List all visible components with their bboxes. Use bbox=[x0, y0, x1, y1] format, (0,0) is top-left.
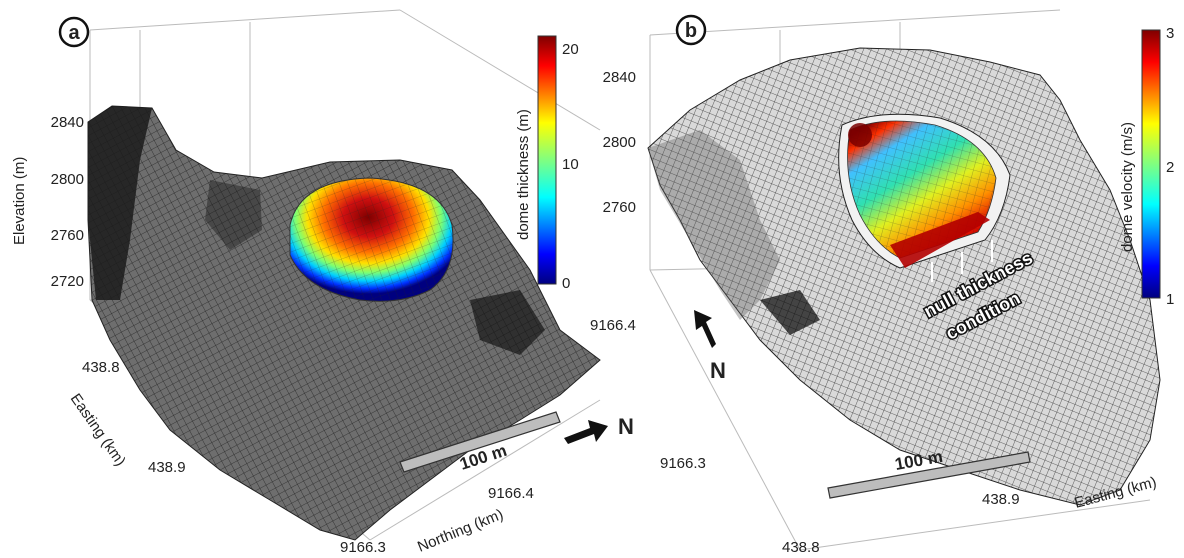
panel-b-colorbar-tick-1: 2 bbox=[1166, 159, 1174, 176]
panel-a-colorbar-label: dome thickness (m) bbox=[515, 109, 532, 240]
panel-a-easting-label: Easting (km) bbox=[67, 391, 129, 470]
panel-b-colorbar-tick-0: 3 bbox=[1166, 25, 1174, 42]
panel-a-crater-shadow bbox=[470, 290, 545, 355]
panel-a-northing-tick-1: 9166.4 bbox=[488, 485, 534, 502]
panel-b-colorbar: 3 2 1 dome velocity (m/s) bbox=[1119, 25, 1174, 308]
panel-b-z-tick-1: 2800 bbox=[603, 134, 636, 151]
panel-b-z-tick-2: 2760 bbox=[603, 199, 636, 216]
panel-b-z-tick-0: 2840 bbox=[603, 69, 636, 86]
panel-a-z-tick-0: 2840 bbox=[51, 114, 84, 131]
panel-b-north-label: N bbox=[710, 358, 726, 383]
panel-b-northing-tick-0: 9166.4 bbox=[590, 317, 636, 334]
panel-a-lava-dome bbox=[289, 177, 454, 302]
panel-a-north-arrow: N bbox=[564, 414, 634, 444]
panel-a-colorbar: 20 10 0 dome thickness (m) bbox=[515, 35, 579, 292]
panel-a-northing-label: Northing (km) bbox=[415, 506, 506, 556]
panel-a-easting-ticks: 438.8 438.9 bbox=[82, 359, 186, 476]
panel-b-colorbar-label: dome velocity (m/s) bbox=[1119, 122, 1136, 252]
panel-b-lava-dome bbox=[838, 113, 1011, 269]
panel-b-northing-ticks: 9166.4 9166.3 bbox=[590, 317, 706, 472]
panel-a-colorbar-tick-0: 20 bbox=[562, 41, 579, 58]
panel-a-easting-tick-1: 438.9 bbox=[148, 459, 186, 476]
panel-b-terrain-shadow bbox=[648, 130, 780, 320]
panel-a: a Elevation (m) 2840 2800 2760 2720 Easting… bbox=[11, 9, 634, 556]
panel-a-colorbar-tick-1: 10 bbox=[562, 156, 579, 173]
panel-a-z-ticks: 2840 2800 2760 2720 bbox=[51, 114, 84, 290]
panel-b: b 2840 2800 2760 9166.4 9166.3 438.9 438.8… bbox=[590, 9, 1174, 556]
svg-text:b: b bbox=[685, 20, 697, 42]
panel-b-dark-gully bbox=[760, 290, 820, 335]
panel-b-z-ticks: 2840 2800 2760 bbox=[603, 69, 636, 216]
panel-b-northing-tick-1: 9166.3 bbox=[660, 455, 706, 472]
panel-b-colorbar-tick-2: 1 bbox=[1166, 291, 1174, 308]
panel-a-z-tick-3: 2720 bbox=[51, 273, 84, 290]
panel-b-north-arrow: N bbox=[694, 310, 726, 383]
svg-text:a: a bbox=[68, 22, 80, 44]
panel-b-easting-ticks: 438.9 438.8 bbox=[782, 491, 1020, 556]
panel-a-northing-tick-0: 9166.3 bbox=[340, 539, 386, 556]
panel-a-z-tick-2: 2760 bbox=[51, 227, 84, 244]
panel-a-label: a bbox=[58, 16, 90, 48]
panel-b-easting-tick-1: 438.8 bbox=[782, 539, 820, 556]
panel-a-easting-tick-0: 438.8 bbox=[82, 359, 120, 376]
panel-a-z-tick-1: 2800 bbox=[51, 171, 84, 188]
panel-b-easting-tick-0: 438.9 bbox=[982, 491, 1020, 508]
panel-b-label: b bbox=[675, 14, 707, 46]
panel-a-left-shadow bbox=[205, 180, 262, 250]
panel-b-terrain-surface bbox=[647, 47, 1161, 506]
panel-a-z-axis-label: Elevation (m) bbox=[11, 157, 28, 245]
panel-a-ridge-shadow bbox=[88, 106, 152, 300]
panel-a-colorbar-tick-2: 0 bbox=[562, 275, 570, 292]
panel-a-north-label: N bbox=[618, 414, 634, 439]
panel-a-terrain-surface bbox=[87, 105, 601, 541]
panel-a-northing-ticks: 9166.3 9166.4 bbox=[340, 485, 534, 556]
